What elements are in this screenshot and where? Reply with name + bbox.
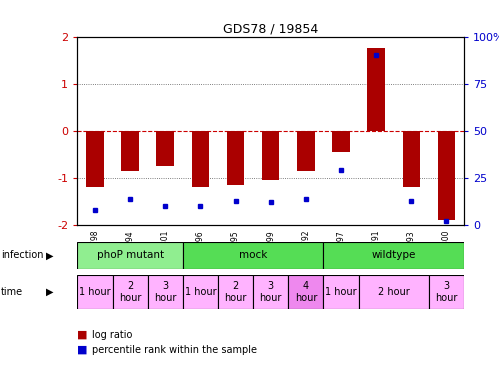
Bar	[112, 274, 148, 309]
Bar	[192, 131, 209, 187]
Bar	[77, 274, 112, 309]
Bar	[367, 48, 385, 131]
Bar	[183, 242, 323, 269]
Text: 2
hour: 2 hour	[225, 281, 247, 303]
Bar	[227, 131, 245, 185]
Text: 1 hour: 1 hour	[185, 287, 216, 297]
Bar	[323, 274, 359, 309]
Bar	[253, 274, 288, 309]
Bar	[332, 131, 350, 152]
Text: 1 hour: 1 hour	[79, 287, 111, 297]
Text: 1 hour: 1 hour	[325, 287, 357, 297]
Title: GDS78 / 19854: GDS78 / 19854	[223, 22, 318, 36]
Text: infection: infection	[1, 250, 43, 260]
Bar	[438, 131, 455, 220]
Text: 4
hour: 4 hour	[295, 281, 317, 303]
Bar	[183, 274, 218, 309]
Bar	[359, 274, 429, 309]
Bar	[429, 274, 464, 309]
Text: 3
hour: 3 hour	[435, 281, 458, 303]
Text: 3
hour: 3 hour	[259, 281, 282, 303]
Bar	[403, 131, 420, 187]
Text: wildtype: wildtype	[372, 250, 416, 260]
Text: log ratio: log ratio	[92, 330, 133, 340]
Bar	[323, 242, 464, 269]
Text: 2 hour: 2 hour	[378, 287, 410, 297]
Text: percentile rank within the sample: percentile rank within the sample	[92, 344, 257, 355]
Bar	[297, 131, 315, 171]
Bar	[218, 274, 253, 309]
Bar	[77, 242, 183, 269]
Bar	[157, 131, 174, 166]
Text: ▶: ▶	[46, 287, 53, 297]
Text: ■: ■	[77, 344, 88, 355]
Text: 2
hour: 2 hour	[119, 281, 141, 303]
Text: time: time	[1, 287, 23, 297]
Bar	[148, 274, 183, 309]
Bar	[86, 131, 104, 187]
Text: phoP mutant: phoP mutant	[96, 250, 164, 260]
Bar	[121, 131, 139, 171]
Text: 3
hour: 3 hour	[154, 281, 177, 303]
Text: ■: ■	[77, 330, 88, 340]
Bar	[288, 274, 323, 309]
Bar	[262, 131, 279, 180]
Text: mock: mock	[239, 250, 267, 260]
Text: ▶: ▶	[46, 250, 53, 260]
